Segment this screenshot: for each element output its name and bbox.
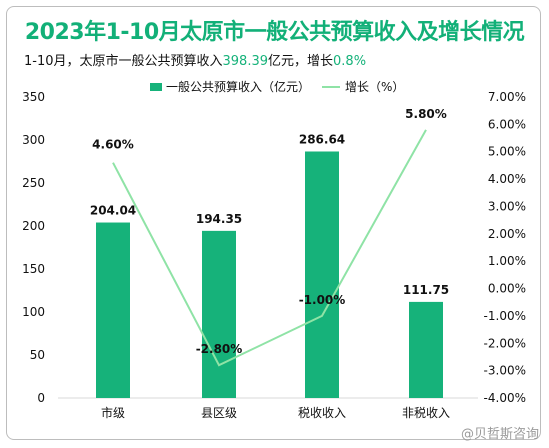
line-value-label: -1.00%	[299, 293, 346, 307]
subtitle-prefix: 1-10月，太原市一般公共预算收入	[24, 54, 223, 69]
legend-bar-swatch	[150, 83, 162, 91]
y-right-tick-label: 5.00%	[488, 145, 526, 159]
chart-frame	[6, 6, 541, 440]
x-tick-label: 税收收入	[298, 406, 346, 420]
y-right-tick-label: -2.00%	[484, 336, 526, 350]
y-right-tick-label: 3.00%	[488, 199, 526, 213]
chart-title: 2023年1-10月太原市一般公共预算收入及增长情况	[24, 20, 525, 45]
subtitle-mid: 亿元，增长	[268, 54, 334, 69]
y-left-tick-label: 50	[30, 348, 45, 362]
bar	[409, 301, 443, 398]
bar-value-label: 204.04	[90, 204, 136, 218]
y-right-tick-label: 1.00%	[488, 254, 526, 268]
y-right-tick-label: -1.00%	[484, 309, 526, 323]
y-left-tick-label: 300	[22, 133, 45, 147]
y-right-tick-label: 4.00%	[488, 172, 526, 186]
y-right-tick-label: -4.00%	[484, 391, 526, 405]
y-left-tick-label: 250	[22, 176, 45, 190]
y-left-tick-label: 150	[22, 262, 45, 276]
bar	[96, 222, 130, 398]
bar-value-label: 286.64	[299, 132, 345, 146]
line-value-label: 5.80%	[405, 107, 447, 121]
x-tick-label: 县区级	[201, 406, 237, 420]
chart-subtitle: 1-10月，太原市一般公共预算收入398.39亿元，增长0.8%	[24, 50, 366, 69]
y-right-tick-label: 0.00%	[488, 282, 526, 296]
legend-bar-label: 一般公共预算收入（亿元）	[166, 79, 310, 94]
y-right-tick-label: -3.00%	[484, 364, 526, 378]
x-tick-label: 市级	[101, 405, 125, 420]
y-left-tick-label: 200	[22, 219, 45, 233]
bar	[305, 151, 339, 398]
line-value-label: -2.80%	[196, 342, 243, 356]
y-left-tick-label: 350	[22, 90, 45, 104]
y-left-tick-label: 0	[37, 391, 45, 405]
watermark: @贝哲斯咨询	[460, 427, 539, 442]
line-value-label: 4.60%	[92, 138, 134, 152]
x-tick-label: 非税收入	[402, 406, 450, 420]
subtitle-total: 398.39	[222, 54, 269, 69]
bar-value-label: 194.35	[196, 212, 242, 226]
growth-line	[112, 129, 427, 367]
y-right-tick-label: 2.00%	[488, 227, 526, 241]
y-right-tick-label: 6.00%	[488, 117, 526, 131]
y-left-tick-label: 100	[22, 305, 45, 319]
bar	[202, 230, 236, 398]
y-right-tick-label: 7.00%	[488, 90, 526, 104]
bar-value-label: 111.75	[403, 283, 449, 297]
legend-line-label: 增长（%）	[345, 80, 404, 94]
subtitle-growth: 0.8%	[333, 54, 367, 69]
